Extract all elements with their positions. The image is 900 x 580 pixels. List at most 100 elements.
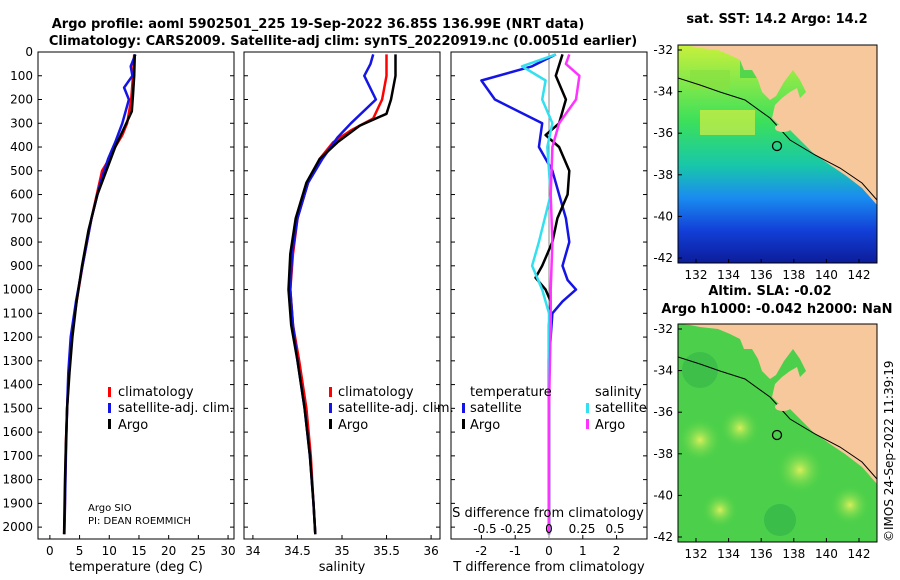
lon-tick-label: 136: [750, 268, 773, 282]
sst-map-frame: [677, 44, 878, 264]
depth-tick-label: 1400: [2, 378, 33, 392]
depth-tick-label: 1300: [2, 354, 33, 368]
s-tick: 0.5: [605, 522, 624, 536]
lon-tick-label: 138: [782, 268, 805, 282]
legend-satellite: satellite-adj. clim.: [118, 401, 234, 416]
argo-float-marker: [771, 429, 783, 441]
argo-float-marker: [771, 140, 783, 152]
lat-tick-label: -40: [653, 209, 673, 223]
depth-tick-label: 100: [10, 69, 33, 83]
lon-tick-label: 142: [848, 547, 871, 561]
series-line: [289, 54, 388, 535]
lat-tick-label: -32: [653, 322, 673, 336]
lon-tick-label: 134: [717, 547, 740, 561]
depth-tick-label: 2000: [2, 520, 33, 534]
x-tick-label: 20: [161, 544, 176, 558]
depth-tick-label: 1900: [2, 496, 33, 510]
legend-climatology: climatology: [338, 385, 414, 400]
island: [775, 403, 791, 411]
salinity-panel: 34 34.5 35 35.5 36 salinity climatology sate…: [243, 51, 454, 575]
temperature-axes-box: [37, 51, 235, 540]
lat-tick-label: -40: [653, 488, 673, 502]
figure-title-line1: Argo profile: aoml 5902501_225 19-Sep-20…: [52, 17, 585, 32]
legend-swatch-satellite: [329, 403, 332, 413]
depth-tick-labels: 0 100 200 300 400 500 600 700 800 900 1000 1100 1200…: [2, 45, 33, 534]
legend-argo: Argo: [338, 418, 368, 433]
x-tick-label: 25: [191, 544, 206, 558]
sla-map-title: Altim. SLA: -0.02: [708, 284, 831, 299]
sst-patch: [700, 110, 755, 135]
lon-tick-label: 140: [815, 547, 838, 561]
s-tick: -0.5: [473, 522, 496, 536]
temperature-legend: climatology satellite-adj. clim. Argo: [108, 385, 234, 433]
legend-s-argo: Argo: [595, 418, 625, 433]
sla-blob: [702, 492, 738, 528]
legend-swatch-climatology: [329, 387, 332, 397]
x-tick-label: -1: [509, 544, 521, 558]
s-tick: -0.25: [500, 522, 531, 536]
sla-map: Altim. SLA: -0.02 Argo h1000: -0.042 h20…: [653, 284, 892, 561]
series-line: [480, 53, 578, 535]
sst-map: sat. SST: 14.2 Argo: 14.2 -32 -34 -36 -38 -4…: [653, 12, 878, 282]
difference-panel: -2 -1 0 1 2 T difference from climatology S …: [450, 51, 648, 575]
s-difference-tick-labels: -0.5 -0.25 0 0.25 0.5: [473, 522, 624, 536]
lat-tick-label: -38: [653, 447, 673, 461]
x-tick-label: 0: [46, 544, 54, 558]
lat-tick-label: -32: [653, 43, 673, 57]
difference-profiles: [451, 51, 647, 539]
figure-title-line2: Climatology: CARS2009. Satellite-adj cli…: [49, 34, 637, 49]
s-difference-xlabel: S difference from climatology: [452, 506, 644, 521]
lat-tick-label: -38: [653, 168, 673, 182]
lat-tick-label: -42: [653, 530, 673, 544]
lat-tick-label: -34: [653, 85, 673, 99]
legend-swatch-t-satellite: [462, 403, 465, 413]
depth-tick-label: 700: [10, 211, 33, 225]
legend-swatch-s-argo: [586, 419, 589, 429]
sst-lon-ticks: 132 134 136 138 140 142: [685, 259, 870, 282]
timestamp-stamp: ©IMOS 24-Sep-2022 11:39:19: [882, 360, 896, 542]
lon-tick-label: 138: [782, 547, 805, 561]
legend-header-temperature: temperature: [470, 385, 552, 400]
land-mass: [678, 324, 877, 484]
depth-tick-label: 900: [10, 259, 33, 273]
sla-blob: [764, 504, 796, 536]
salinity-legend: climatology satellite-adj. clim. Argo: [329, 385, 454, 433]
series-line: [287, 54, 397, 535]
lon-tick-label: 140: [815, 268, 838, 282]
legend-climatology: climatology: [118, 385, 194, 400]
x-tick-label: 0: [545, 544, 553, 558]
salinity-profiles: [244, 51, 440, 535]
depth-tick-label: 1100: [2, 306, 33, 320]
legend-swatch-argo: [329, 419, 332, 429]
sla-map-subtitle: Argo h1000: -0.042 h2000: NaN: [661, 302, 892, 317]
legend-s-satellite: satellite: [595, 401, 647, 416]
depth-tick-label: 1700: [2, 449, 33, 463]
lon-tick-label: 132: [685, 268, 708, 282]
depth-tick-label: 1800: [2, 473, 33, 487]
t-difference-xlabel: T difference from climatology: [452, 560, 645, 575]
depth-tick-label: 600: [10, 188, 33, 202]
sla-lon-ticks: 132 134 136 138 140 142: [685, 538, 871, 561]
lon-tick-label: 132: [685, 547, 708, 561]
land-mass: [678, 45, 877, 205]
x-tick-label: 34.5: [284, 544, 311, 558]
sla-blob: [830, 485, 870, 525]
x-tick-label: 34: [245, 544, 260, 558]
credit-line2: PI: DEAN ROEMMICH: [88, 516, 191, 527]
legend-satellite: satellite-adj. clim.: [338, 401, 454, 416]
s-tick: 0.25: [569, 522, 596, 536]
x-tick-label: 35: [334, 544, 349, 558]
x-tick-label: 35.5: [373, 544, 400, 558]
lon-tick-label: 134: [717, 268, 740, 282]
legend-t-satellite: satellite: [470, 401, 522, 416]
x-tick-label: 5: [76, 544, 84, 558]
lat-tick-label: -36: [653, 126, 673, 140]
sla-blob: [720, 408, 760, 448]
difference-legend: temperature salinity satellite Argo sate…: [462, 385, 647, 433]
depth-tick-label: 0: [25, 45, 33, 59]
temperature-panel: 0100200300400500600700800900100011001200…: [2, 45, 235, 575]
sla-blob: [682, 352, 718, 388]
lon-tick-label: 136: [750, 547, 773, 561]
series-line: [62, 54, 137, 535]
